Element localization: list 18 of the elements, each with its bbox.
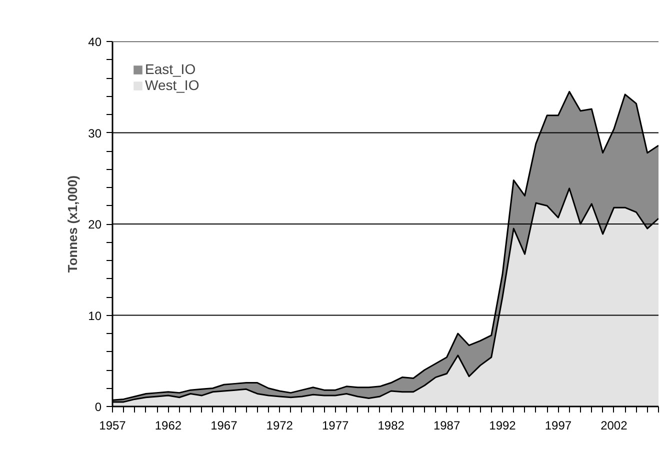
y-tick-label: 30 <box>88 126 102 140</box>
x-tick-label: 1992 <box>489 418 516 432</box>
x-tick-label: 1982 <box>378 418 405 432</box>
legend-label: East_IO <box>145 61 196 77</box>
x-tick-label: 1972 <box>266 418 294 432</box>
legend-label: West_IO <box>145 77 200 93</box>
x-tick-label: 1967 <box>210 418 238 432</box>
x-tick-label: 1987 <box>433 418 460 432</box>
x-tick-label: 1977 <box>322 418 350 432</box>
x-tick-label: 1997 <box>544 418 572 432</box>
x-tick-label: 1957 <box>99 418 126 432</box>
y-axis-title: Tonnes (x1,000) <box>65 175 80 273</box>
y-tick-label: 10 <box>88 308 102 323</box>
x-tick-label: 2002 <box>600 418 628 432</box>
y-tick-label: 0 <box>94 400 102 414</box>
y-tick-label: 20 <box>88 218 102 232</box>
y-tick-label: 40 <box>88 35 102 49</box>
x-tick-label: 1962 <box>154 418 182 432</box>
